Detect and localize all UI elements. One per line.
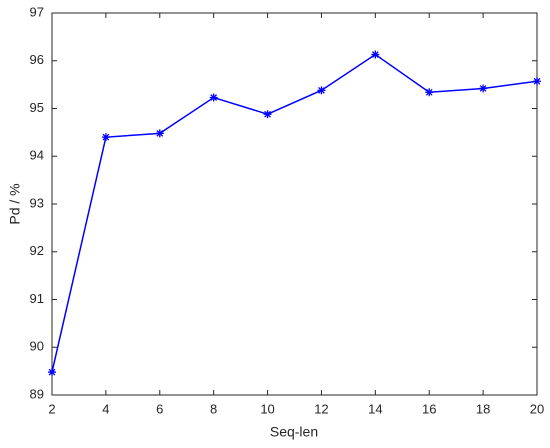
y-tick-label: 94 xyxy=(30,148,44,163)
marker xyxy=(533,77,541,86)
x-axis-label: Seq-len xyxy=(270,424,318,440)
x-tick-label: 12 xyxy=(314,401,328,416)
x-tick-label: 16 xyxy=(422,401,436,416)
x-tick-label: 2 xyxy=(48,401,55,416)
marker xyxy=(48,368,56,377)
y-tick-label: 97 xyxy=(30,4,44,19)
plot-box xyxy=(51,12,538,396)
x-tick-label: 14 xyxy=(368,401,382,416)
x-tick-label: 18 xyxy=(476,401,490,416)
y-tick-label: 91 xyxy=(30,291,44,306)
marker xyxy=(209,93,218,102)
marker xyxy=(101,133,110,142)
marker xyxy=(479,84,488,93)
marker xyxy=(425,88,434,97)
x-tick-label: 4 xyxy=(102,401,109,416)
marker xyxy=(317,86,326,95)
y-tick-label: 90 xyxy=(30,339,44,354)
marker xyxy=(371,50,380,59)
y-tick-label: 96 xyxy=(30,52,44,67)
marker xyxy=(155,129,164,138)
x-tick-label: 6 xyxy=(156,401,163,416)
x-tick-label: 20 xyxy=(530,401,544,416)
x-tick-label: 10 xyxy=(260,401,274,416)
y-axis-label: Pd / % xyxy=(7,183,23,224)
y-tick-label: 89 xyxy=(30,386,44,401)
x-tick-label: 8 xyxy=(210,401,217,416)
marker xyxy=(263,110,272,119)
y-tick-label: 92 xyxy=(30,243,44,258)
data-line xyxy=(51,53,538,373)
y-tick-label: 93 xyxy=(30,195,44,210)
y-tick-label: 95 xyxy=(30,100,44,115)
